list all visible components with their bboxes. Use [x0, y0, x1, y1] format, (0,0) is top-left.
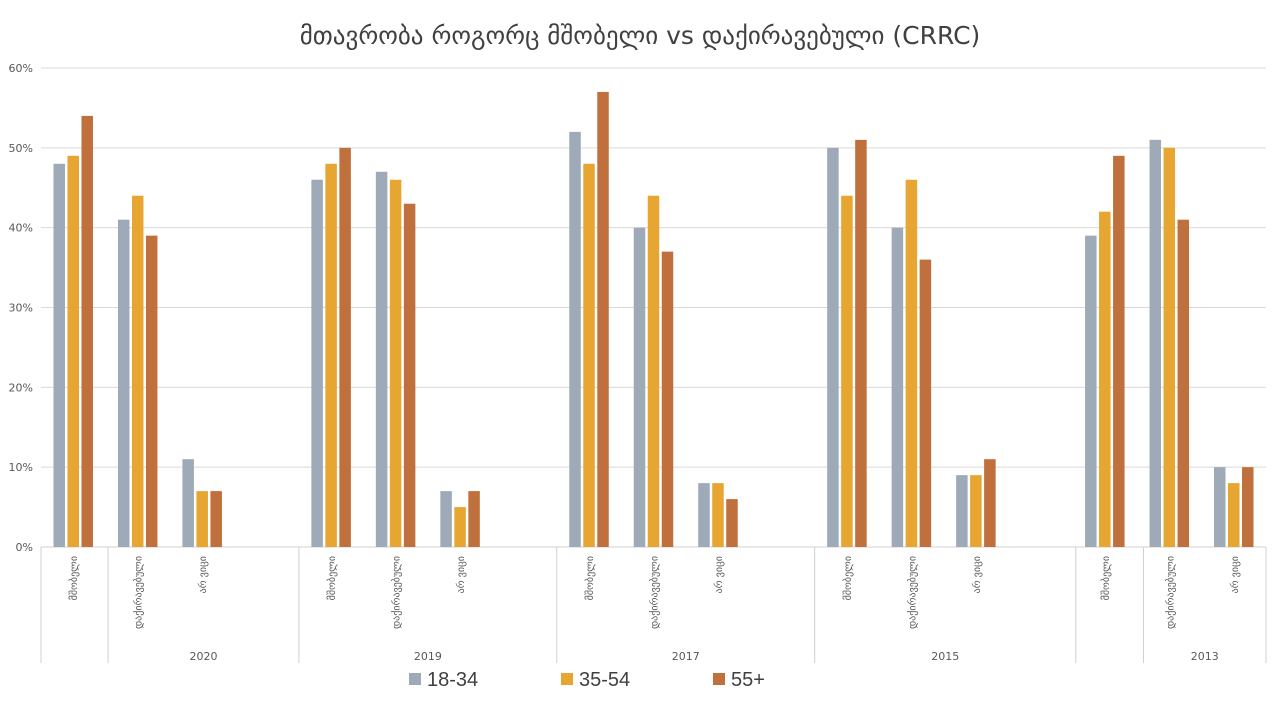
year-label: 2019 — [414, 650, 442, 663]
y-tick-label: 20% — [9, 381, 33, 394]
bar-2017-2-0 — [698, 483, 710, 547]
bar-2019-1-0 — [375, 171, 388, 548]
bar-2015-2-0 — [956, 475, 968, 547]
bar-2017-2-1 — [712, 483, 724, 547]
bar-2020-2-1 — [196, 491, 208, 547]
year-label: 2013 — [1191, 650, 1219, 663]
bar-2020-1-2 — [145, 235, 158, 547]
bar-2019-2-2 — [468, 491, 480, 547]
bar-2013-1-2 — [1177, 219, 1190, 547]
y-tick-label: 60% — [9, 62, 33, 75]
bar-2017-0-2 — [597, 91, 609, 547]
bar-2013-1-1 — [1163, 147, 1176, 548]
legend-swatch — [561, 673, 573, 685]
category-label: მშობელი — [584, 556, 596, 600]
category-label: არ ვიცი — [971, 556, 983, 593]
bar-2019-0-2 — [339, 147, 351, 548]
bar-2015-0-2 — [855, 139, 867, 547]
category-label: მშობელი — [326, 556, 338, 600]
legend-swatch — [409, 673, 421, 685]
category-label: მშობელი — [68, 556, 80, 600]
bar-2015-1-2 — [919, 259, 932, 547]
bar-2019-2-0 — [440, 491, 452, 547]
bar-2015-0-1 — [841, 195, 853, 547]
bar-2020-0-0 — [53, 163, 65, 548]
bar-2013-0-0 — [1085, 235, 1097, 547]
legend-label: 55+ — [731, 669, 765, 691]
bar-2019-0-0 — [311, 179, 323, 547]
bar-2013-0-2 — [1113, 155, 1125, 548]
bar-2019-2-1 — [454, 507, 466, 547]
bar-2013-2-2 — [1242, 467, 1254, 547]
legend: 18-34 35-54 55+ — [409, 669, 765, 691]
bar-2017-1-0 — [633, 227, 646, 547]
bar-2019-1-2 — [403, 203, 416, 547]
category-label: არ ვიცი — [713, 556, 725, 593]
chart-title: მთავრობა როგორც მშობელი vs დაქირავებული … — [300, 21, 981, 50]
bar-2019-1-1 — [389, 179, 402, 547]
bar-2020-2-2 — [210, 491, 222, 547]
bar-2015-2-1 — [970, 475, 982, 547]
category-label: მშობელი — [842, 556, 854, 600]
y-axis-tick-labels: 0% 10% 20% 30% 40% 50% 60% — [9, 62, 33, 554]
bar-2015-1-0 — [891, 227, 904, 547]
bar-2013-1-0 — [1149, 139, 1162, 547]
bars — [53, 91, 1254, 548]
category-label: არ ვიცი — [197, 556, 209, 593]
bar-2017-0-0 — [569, 131, 581, 547]
bar-2013-0-1 — [1099, 211, 1111, 547]
bar-2013-2-0 — [1214, 467, 1226, 547]
y-tick-label: 10% — [9, 461, 33, 474]
category-label: დაქირავებული — [1164, 556, 1176, 629]
category-label: დაქირავებული — [133, 556, 145, 629]
bar-2020-1-1 — [131, 195, 144, 547]
x-axis: მშობელი დაქირავებული არ ვიცი მშობელი დაქირავ… — [40, 547, 1267, 663]
bar-2015-2-2 — [984, 459, 996, 547]
y-tick-label: 40% — [9, 222, 33, 235]
bar-2017-1-1 — [647, 195, 660, 547]
bar-2019-0-1 — [325, 163, 337, 548]
bar-2020-0-2 — [81, 115, 93, 548]
bar-2017-0-1 — [583, 163, 595, 548]
bar-2017-2-2 — [726, 499, 738, 547]
legend-swatch — [713, 673, 725, 685]
category-label: მშობელი — [1100, 556, 1112, 600]
year-label: 2020 — [189, 650, 217, 663]
bar-2013-2-1 — [1228, 483, 1240, 547]
y-tick-label: 0% — [16, 541, 33, 554]
legend-label: 18-34 — [427, 669, 478, 691]
bar-2020-1-0 — [117, 219, 130, 547]
bar-2017-1-2 — [661, 251, 674, 547]
year-label: 2017 — [672, 650, 700, 663]
y-tick-label: 30% — [9, 302, 33, 315]
category-label: არ ვიცი — [455, 556, 467, 593]
category-label: არ ვიცი — [1229, 556, 1241, 593]
year-label: 2015 — [931, 650, 959, 663]
category-label: დაქირავებული — [391, 556, 403, 629]
bar-2015-1-1 — [905, 179, 918, 547]
legend-label: 35-54 — [579, 669, 630, 691]
category-label: დაქირავებული — [649, 556, 661, 629]
y-tick-label: 50% — [9, 142, 33, 155]
bar-2020-0-1 — [67, 155, 79, 548]
bar-2020-2-0 — [182, 459, 194, 547]
bar-2015-0-0 — [827, 147, 839, 548]
category-label: დაქირავებული — [906, 556, 918, 629]
